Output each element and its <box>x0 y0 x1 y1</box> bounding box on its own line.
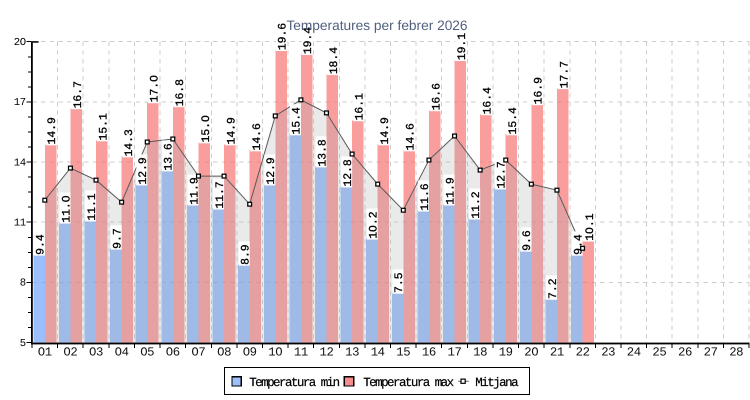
svg-text:14.6: 14.6 <box>406 123 418 151</box>
svg-text:19.6: 19.6 <box>278 23 290 51</box>
svg-text:2O: 2O <box>524 345 538 359</box>
svg-text:16.4: 16.4 <box>482 87 494 115</box>
svg-text:15: 15 <box>396 345 410 359</box>
svg-text:14.9: 14.9 <box>380 117 392 145</box>
svg-text:16.8: 16.8 <box>175 79 187 107</box>
svg-text:13.8: 13.8 <box>317 139 329 167</box>
svg-text:17.O: 17.O <box>150 75 162 103</box>
svg-text:7.2: 7.2 <box>548 278 560 299</box>
svg-text:9.6: 9.6 <box>522 230 534 251</box>
svg-text:22: 22 <box>576 345 590 359</box>
svg-text:19.1: 19.1 <box>457 33 469 61</box>
svg-text:Temperatura max: Temperatura max <box>363 376 453 390</box>
svg-text:1O.1: 1O.1 <box>585 213 597 241</box>
svg-text:16.7: 16.7 <box>73 81 85 108</box>
svg-text:16: 16 <box>422 345 436 359</box>
svg-text:O2: O2 <box>63 345 77 359</box>
svg-text:13: 13 <box>345 345 359 359</box>
svg-text:13.6: 13.6 <box>164 143 176 171</box>
svg-text:21: 21 <box>550 345 564 359</box>
svg-text:11.2: 11.2 <box>471 191 483 219</box>
svg-text:23: 23 <box>601 345 615 359</box>
svg-text:1O.2: 1O.2 <box>369 211 381 239</box>
svg-text:11.9: 11.9 <box>189 177 201 205</box>
svg-text:14.6: 14.6 <box>252 123 264 151</box>
svg-text:11.O: 11.O <box>61 195 73 223</box>
svg-text:17: 17 <box>448 345 462 359</box>
svg-text:14.9: 14.9 <box>226 117 238 145</box>
svg-text:14: 14 <box>14 157 26 169</box>
svg-text:19: 19 <box>499 345 513 359</box>
svg-text:15.1: 15.1 <box>98 113 110 141</box>
svg-text:12.8: 12.8 <box>343 159 355 187</box>
svg-text:9.7: 9.7 <box>112 228 124 249</box>
svg-text:12.9: 12.9 <box>138 157 150 185</box>
svg-text:15.4: 15.4 <box>292 107 304 135</box>
svg-text:28: 28 <box>729 345 743 359</box>
svg-text:5: 5 <box>20 338 26 350</box>
svg-text:1O: 1O <box>268 345 282 359</box>
svg-text:15.4: 15.4 <box>508 107 520 135</box>
svg-text:11: 11 <box>294 345 308 359</box>
svg-text:11.6: 11.6 <box>420 183 432 211</box>
svg-text:O3: O3 <box>89 345 103 359</box>
svg-text:O4: O4 <box>115 345 129 359</box>
svg-text:12: 12 <box>320 345 334 359</box>
svg-text:8.9: 8.9 <box>241 244 253 265</box>
svg-text:Mitjana: Mitjana <box>475 376 519 390</box>
svg-text:24: 24 <box>627 345 641 359</box>
svg-text:15.O: 15.O <box>201 115 213 143</box>
svg-text:11.1: 11.1 <box>87 193 99 221</box>
svg-text:O5: O5 <box>140 345 154 359</box>
svg-text:7.5: 7.5 <box>394 272 406 293</box>
svg-text:12.7: 12.7 <box>497 161 509 188</box>
svg-text:17.7: 17.7 <box>559 61 571 88</box>
svg-text:14.9: 14.9 <box>47 117 59 145</box>
svg-text:O7: O7 <box>191 345 205 359</box>
svg-text:Temperatures per febrer 2026: Temperatures per febrer 2026 <box>286 18 467 33</box>
svg-text:O1: O1 <box>38 345 52 359</box>
svg-text:12.9: 12.9 <box>266 157 278 185</box>
svg-text:14.3: 14.3 <box>124 129 136 157</box>
svg-text:25: 25 <box>652 345 666 359</box>
svg-text:2O: 2O <box>14 37 26 49</box>
svg-text:18: 18 <box>473 345 487 359</box>
svg-text:19.4: 19.4 <box>303 27 315 55</box>
svg-text:16.6: 16.6 <box>431 83 443 111</box>
svg-text:Temperatura min: Temperatura min <box>249 376 339 390</box>
svg-text:O8: O8 <box>217 345 231 359</box>
svg-text:11.7: 11.7 <box>215 181 227 208</box>
svg-text:26: 26 <box>678 345 692 359</box>
svg-text:O9: O9 <box>243 345 257 359</box>
svg-text:8: 8 <box>20 278 26 290</box>
svg-text:17: 17 <box>14 97 26 109</box>
svg-text:11: 11 <box>14 218 26 230</box>
svg-text:14: 14 <box>371 345 385 359</box>
svg-text:9.4: 9.4 <box>36 234 48 255</box>
svg-text:18.4: 18.4 <box>329 47 341 75</box>
svg-text:O6: O6 <box>166 345 180 359</box>
svg-text:11.9: 11.9 <box>445 177 457 205</box>
svg-text:16.9: 16.9 <box>534 77 546 105</box>
svg-text:27: 27 <box>704 345 718 359</box>
svg-text:16.1: 16.1 <box>354 93 366 121</box>
